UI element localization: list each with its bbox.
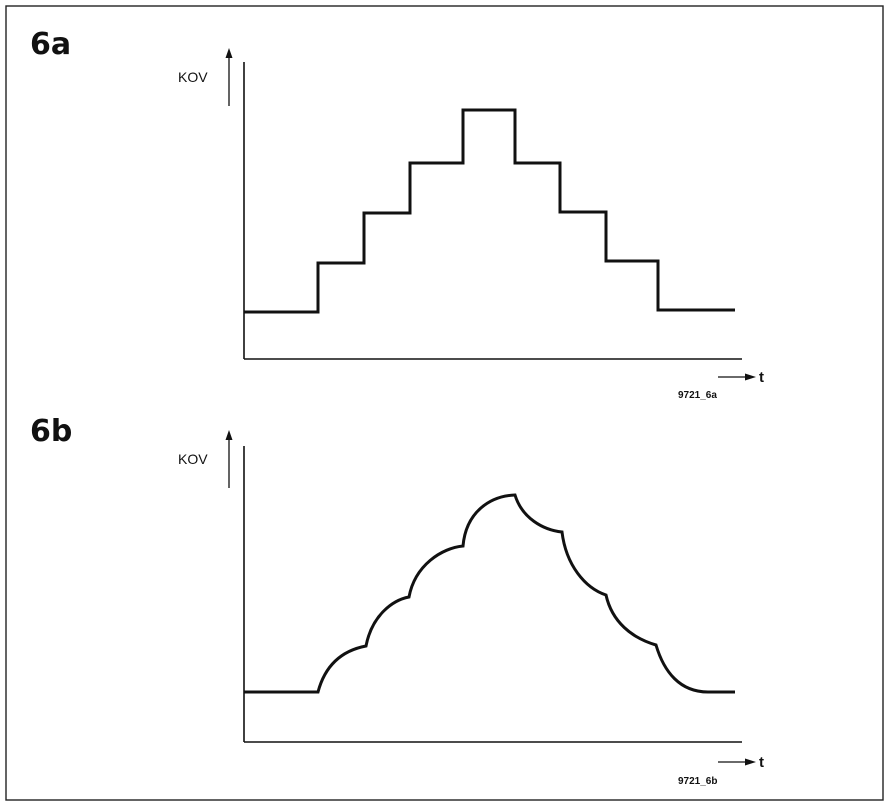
x-arrow-head-6a	[745, 373, 756, 381]
figure-code-6b: 9721_6b	[678, 776, 717, 787]
panel-label-6b: 6b	[30, 414, 72, 449]
panel-6a: 6a KOV t 9721_6a	[30, 27, 764, 401]
y-arrow-head-6a	[225, 48, 233, 58]
y-axis-label-6a: KOV	[178, 69, 208, 85]
panel-6b: 6b KOV t 9721_6b	[30, 414, 764, 787]
x-axis-label-6b: t	[759, 754, 764, 771]
figure-code-6a: 9721_6a	[678, 390, 717, 401]
x-axis-label-6a: t	[759, 369, 764, 386]
x-arrow-head-6b	[745, 758, 756, 766]
panel-label-6a: 6a	[30, 27, 71, 62]
figure-frame	[5, 5, 884, 801]
scalloped-waveform	[244, 493, 735, 694]
y-axis-label-6b: KOV	[178, 451, 208, 467]
y-arrow-head-6b	[225, 430, 233, 440]
staircase-waveform	[244, 108, 735, 314]
